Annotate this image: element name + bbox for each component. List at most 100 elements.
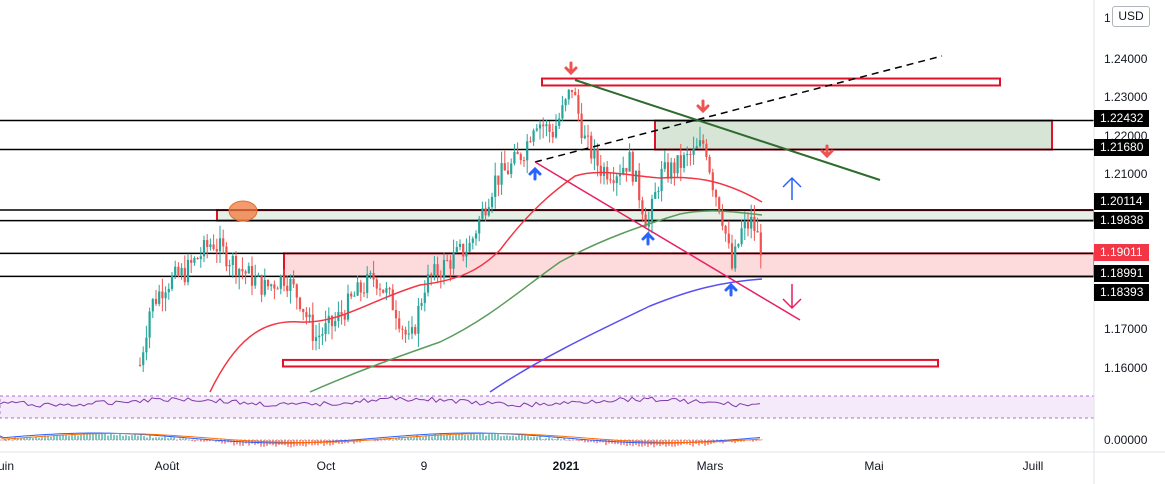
macd-histogram-bar [176, 440, 178, 441]
macd-histogram-bar [542, 439, 544, 440]
candle-body [209, 244, 212, 248]
price-label: 1.18393 [1094, 284, 1150, 301]
macd-histogram-bar [530, 437, 532, 440]
candle-body [292, 278, 295, 285]
macd-histogram-bar [503, 435, 505, 440]
candle-body [362, 292, 366, 294]
macd-histogram-bar [464, 435, 466, 440]
macd-histogram-bar [206, 440, 208, 442]
rsi-line [0, 396, 761, 408]
macd-histogram-bar [593, 440, 595, 443]
oscillator-tick: 0.00000 [1104, 433, 1148, 447]
price-label: 1.19838 [1094, 212, 1150, 229]
drawings-layer [228, 55, 943, 321]
macd-histogram-bar [71, 433, 73, 440]
macd-histogram-bar [107, 435, 109, 440]
candle-body [439, 275, 442, 278]
candle-body [708, 156, 711, 173]
candle-body [410, 327, 414, 334]
candle-body [452, 252, 455, 269]
candle-body [266, 279, 270, 287]
currency-button[interactable]: USD [1112, 6, 1150, 27]
macd-histogram-bar [452, 435, 454, 440]
macd-histogram-bar [74, 434, 76, 440]
macd-histogram-bar [83, 433, 85, 440]
candle-body [407, 333, 410, 335]
candle-body [161, 291, 164, 299]
ma-green-line [309, 210, 763, 393]
macd-histogram-bar [416, 434, 418, 440]
candle-body [359, 282, 362, 293]
macd-histogram-bar [251, 440, 253, 444]
macd-histogram-bar [17, 438, 19, 440]
candle-body [718, 197, 721, 213]
macd-histogram-bar [170, 437, 172, 440]
macd-histogram-bar [446, 434, 448, 440]
macd-histogram-bar [149, 435, 151, 440]
macd-histogram-bar [56, 434, 58, 440]
macd-histogram-bar [167, 438, 169, 440]
arrow-down-red [564, 61, 578, 76]
ma-red-line [209, 171, 763, 393]
macd-histogram-bar [2, 440, 4, 441]
macd-histogram-bar [401, 437, 403, 440]
price-label: 1.21680 [1094, 139, 1150, 156]
macd-histogram-bar [122, 435, 124, 440]
candle-body [455, 247, 458, 253]
macd-histogram-bar [536, 436, 538, 440]
macd-histogram-bar [389, 438, 391, 440]
candle-body [644, 214, 647, 227]
candle-body [385, 288, 388, 293]
candle-body [519, 154, 522, 161]
candle-body [311, 314, 314, 342]
candle-body [257, 274, 260, 277]
candle-body [286, 285, 289, 291]
macd-histogram-bar [728, 440, 730, 442]
macd-histogram-bar [323, 440, 325, 446]
price-label: 1.22432 [1094, 110, 1150, 127]
candle-body [398, 318, 401, 329]
candle-body [449, 260, 452, 269]
candle-body [638, 170, 641, 201]
arrow-up-blue [724, 282, 738, 297]
macd-histogram-bar [749, 440, 751, 441]
price-tick: 1.16000 [1104, 361, 1148, 375]
candle-body [458, 244, 462, 248]
macd-histogram-bar [551, 438, 553, 440]
candle-body [254, 276, 257, 286]
macd-histogram-bar [596, 440, 598, 444]
candle-body [545, 124, 548, 127]
macd-histogram-bar [743, 440, 745, 442]
macd-histogram-bar [50, 436, 52, 440]
candle-body [535, 128, 538, 131]
time-tick: 2021 [552, 459, 580, 473]
macd-histogram-bar [194, 440, 196, 442]
projection-arrow-up [782, 176, 802, 200]
candle-body [222, 238, 225, 247]
price-tick: 1.24000 [1104, 52, 1148, 66]
macd-histogram-bar [116, 435, 118, 440]
candle-body [654, 192, 657, 199]
macd-histogram-bar [215, 440, 217, 442]
macd-histogram-bar [692, 440, 694, 447]
macd-histogram-bar [740, 440, 742, 442]
candle-body [382, 289, 385, 293]
candle-body [295, 284, 298, 298]
candle-body [641, 200, 644, 215]
macd-histogram-bar [584, 440, 586, 443]
candle-body [599, 165, 602, 176]
macd-histogram-bar [476, 434, 478, 440]
macd-histogram-bar [257, 440, 259, 445]
candle-body [727, 233, 730, 244]
candle-body [174, 266, 177, 276]
macd-histogram-bar [479, 433, 481, 440]
macd-histogram-bar [140, 434, 142, 440]
ma-blue-line [489, 278, 763, 393]
candle-body [308, 314, 311, 318]
candle-body [698, 140, 702, 147]
candle-body [743, 220, 746, 229]
macd-histogram-bar [20, 438, 22, 440]
candle-body [564, 99, 567, 106]
macd-histogram-bar [404, 438, 406, 440]
